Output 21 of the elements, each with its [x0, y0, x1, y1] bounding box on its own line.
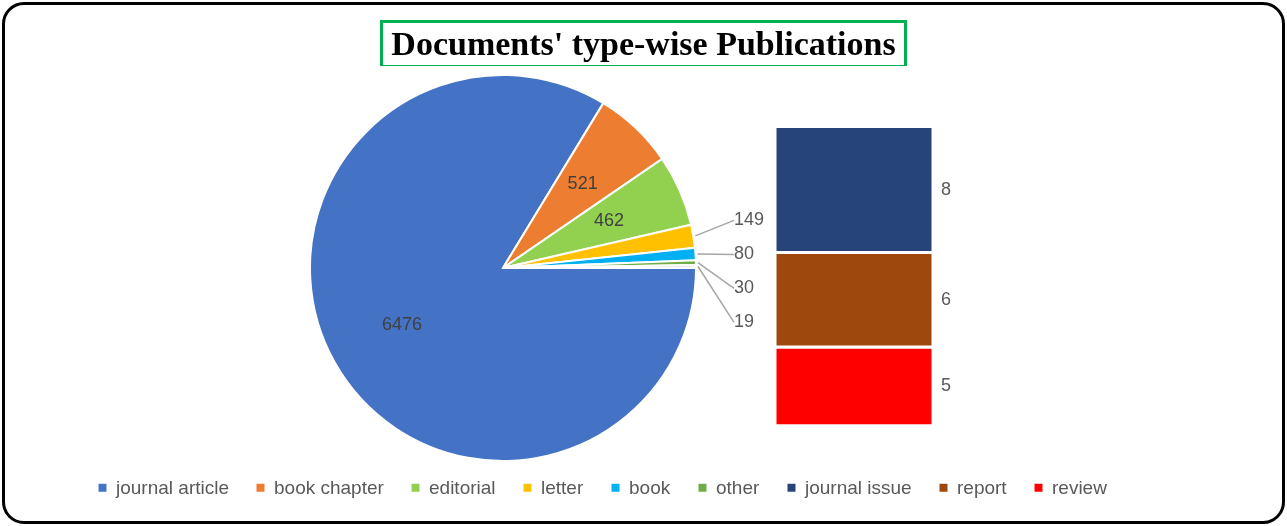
data-label: 462 — [594, 210, 625, 231]
data-label: 6 — [941, 288, 952, 309]
legend-label: editorial — [429, 476, 496, 498]
data-label: 80 — [734, 243, 755, 264]
data-label: 30 — [734, 277, 755, 298]
legend-label: journal issue — [804, 476, 912, 498]
data-label: 521 — [567, 172, 598, 193]
pie-slice — [309, 74, 697, 462]
chart-title: Documents' type-wise Publications — [380, 20, 907, 68]
legend-label: book chapter — [274, 476, 385, 498]
legend-label: other — [716, 476, 760, 498]
data-label: 6476 — [382, 313, 423, 334]
data-label: 19 — [734, 311, 755, 332]
legend-label: book — [629, 476, 671, 498]
data-label: 5 — [941, 375, 952, 396]
legend-label: letter — [541, 476, 584, 498]
data-label: 149 — [734, 209, 765, 230]
legend-label: report — [957, 476, 1008, 498]
legend-label: review — [1052, 476, 1108, 498]
data-label: 8 — [941, 178, 952, 199]
legend-label: journal article — [115, 476, 229, 498]
